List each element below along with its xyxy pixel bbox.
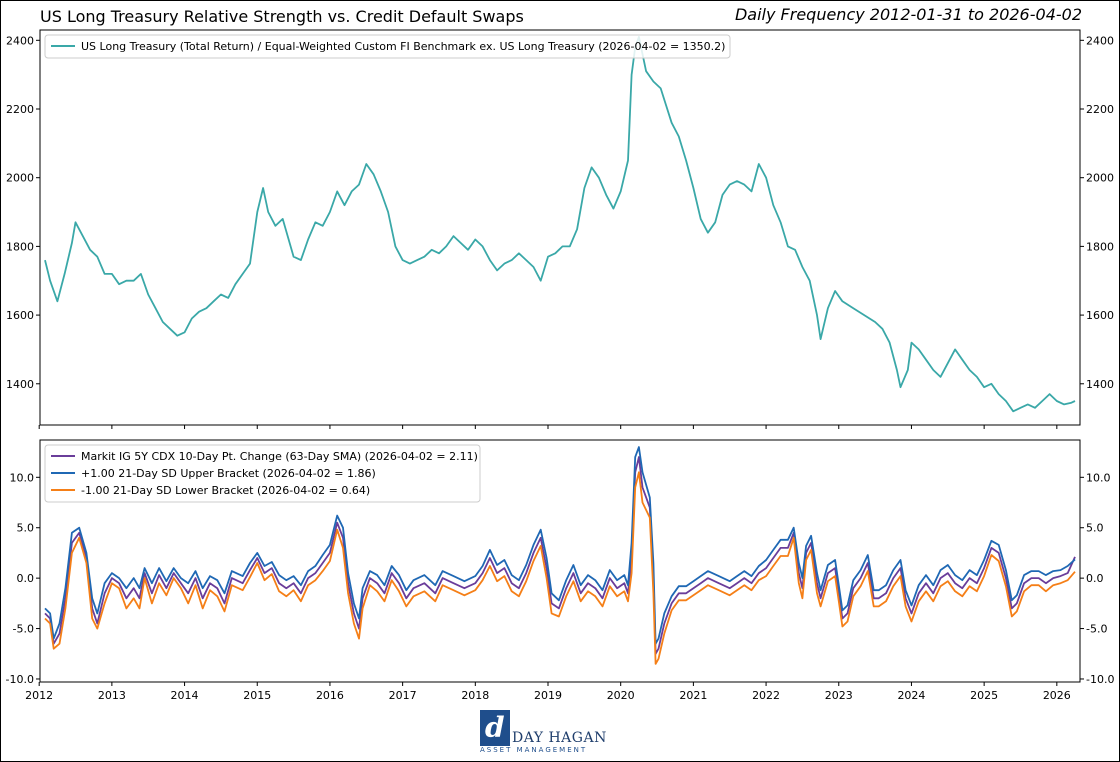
y-tick-label-right: 1800	[1086, 240, 1114, 253]
x-tick-label: 2023	[825, 689, 853, 702]
y-tick-label: 1600	[6, 309, 34, 322]
y-tick-label-right: 2000	[1086, 172, 1114, 185]
logo-name: DAY HAGAN	[512, 730, 607, 746]
y-tick-label: -10.0	[6, 673, 34, 686]
x-tick-label: 2013	[98, 689, 126, 702]
x-tick-label: 2014	[171, 689, 199, 702]
y-tick-label-right: 1400	[1086, 378, 1114, 391]
series-line-1	[44, 456, 1076, 655]
y-tick-label: 2200	[6, 103, 34, 116]
plot-area-border	[39, 29, 1081, 426]
x-tick-label: 2022	[752, 689, 780, 702]
y-tick-label: 0.0	[17, 572, 35, 585]
y-tick-label-right: 1600	[1086, 309, 1114, 322]
x-tick-label: 2021	[679, 689, 707, 702]
y-tick-label: 2000	[6, 172, 34, 185]
series-line-2	[44, 446, 1076, 645]
y-tick-label: -5.0	[13, 623, 34, 636]
y-tick-label: 2400	[6, 34, 34, 47]
logo-tagline: ASSET MANAGEMENT	[480, 746, 588, 754]
y-tick-label-right: 5.0	[1086, 522, 1104, 535]
y-tick-label-right: 0.0	[1086, 572, 1104, 585]
legend-box	[44, 34, 731, 59]
x-tick-label: 2020	[607, 689, 635, 702]
series-line-1	[44, 36, 1076, 413]
x-tick-label: 2015	[243, 689, 271, 702]
x-tick-label: 2019	[534, 689, 562, 702]
legend-label: Markit IG 5Y CDX 10-Day Pt. Change (63-D…	[81, 450, 478, 463]
company-logo: d DAY HAGAN ASSET MANAGEMENT	[480, 710, 610, 756]
y-tick-label: 10.0	[10, 471, 35, 484]
legend-label: US Long Treasury (Total Return) / Equal-…	[81, 40, 725, 53]
x-tick-label: 2026	[1043, 689, 1071, 702]
x-tick-label: 2024	[897, 689, 925, 702]
legend-box	[44, 444, 481, 503]
y-tick-label: 5.0	[17, 522, 35, 535]
y-tick-label: 1800	[6, 240, 34, 253]
x-tick-label: 2017	[389, 689, 417, 702]
x-tick-label: 2025	[970, 689, 998, 702]
series-line-3	[44, 471, 1076, 665]
legend-label: -1.00 21-Day SD Lower Bracket (2026-04-0…	[81, 484, 370, 497]
y-tick-label-right: -10.0	[1086, 673, 1114, 686]
y-tick-label-right: 10.0	[1086, 471, 1111, 484]
chart-subtitle: Daily Frequency 2012-01-31 to 2026-04-02	[734, 5, 1082, 24]
bottom-panel: -10.0 -10.0 -5.0 -5.0 0.0 0.0 5.0 5.0 10.0 10.0 20…	[6, 439, 1114, 702]
y-tick-label-right: 2200	[1086, 103, 1114, 116]
chart-title: US Long Treasury Relative Strength vs. C…	[40, 7, 524, 26]
legend: Markit IG 5Y CDX 10-Day Pt. Change (63-D…	[44, 444, 481, 503]
y-tick-label: 1400	[6, 378, 34, 391]
y-tick-label-right: 2400	[1086, 34, 1114, 47]
x-tick-label: 2012	[25, 689, 53, 702]
legend-label: +1.00 21-Day SD Upper Bracket (2026-04-0…	[81, 467, 376, 480]
top-panel: 1400 1400 1600 1600 1800 1800 2000 2000 2200 2200…	[6, 29, 1114, 429]
x-tick-label: 2016	[316, 689, 344, 702]
x-tick-label: 2018	[461, 689, 489, 702]
logo-mark-icon: d	[480, 710, 510, 746]
plot-area-border	[39, 439, 1081, 683]
y-tick-label-right: -5.0	[1086, 623, 1107, 636]
legend: US Long Treasury (Total Return) / Equal-…	[44, 34, 731, 59]
